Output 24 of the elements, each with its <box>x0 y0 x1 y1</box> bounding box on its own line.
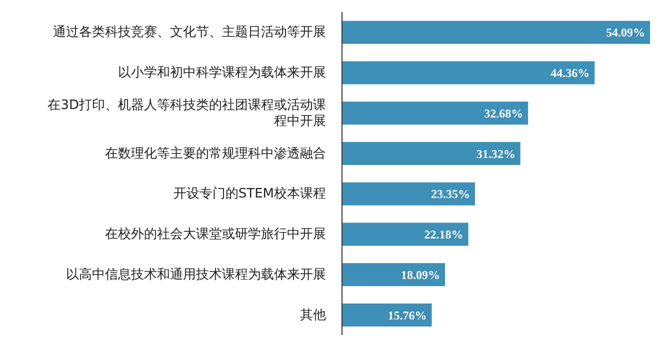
data-label: 44.36% <box>550 66 590 80</box>
data-label: 31.32% <box>476 146 516 161</box>
y-tick-label: 以小学和初中科学课程为载体来开展 <box>118 65 326 80</box>
data-label: 22.18% <box>424 228 464 242</box>
y-tick-label: 其他 <box>300 307 326 322</box>
data-label: 23.35% <box>430 187 470 202</box>
y-tick-label: 以高中信息技术和通用技术课程为载体来开展 <box>66 266 326 282</box>
y-tick-label: 在3D打印、机器人等科技类的社团课程或活动课程中开展 <box>48 97 326 128</box>
bar <box>342 222 468 246</box>
bar <box>342 102 528 125</box>
bar <box>342 61 595 84</box>
y-tick-label: 在校外的社会大课堂或研学旅行中开展 <box>105 226 326 242</box>
y-tick-label: 通过各类科技竞赛、文化节、主题日活动等开展 <box>53 24 326 40</box>
data-label: 15.76% <box>388 308 427 322</box>
bar <box>342 20 650 44</box>
data-label: 54.09% <box>606 26 645 40</box>
data-label: 18.09% <box>401 268 440 282</box>
bar <box>342 304 432 327</box>
data-label: 32.68% <box>484 106 524 120</box>
bar <box>342 263 446 286</box>
y-tick-label: 在数理化等主要的常规理科中渗透融合 <box>105 144 326 161</box>
y-tick-label: 开设专门的STEM校本课程 <box>173 185 326 202</box>
bar <box>342 182 475 206</box>
bar <box>342 142 520 166</box>
